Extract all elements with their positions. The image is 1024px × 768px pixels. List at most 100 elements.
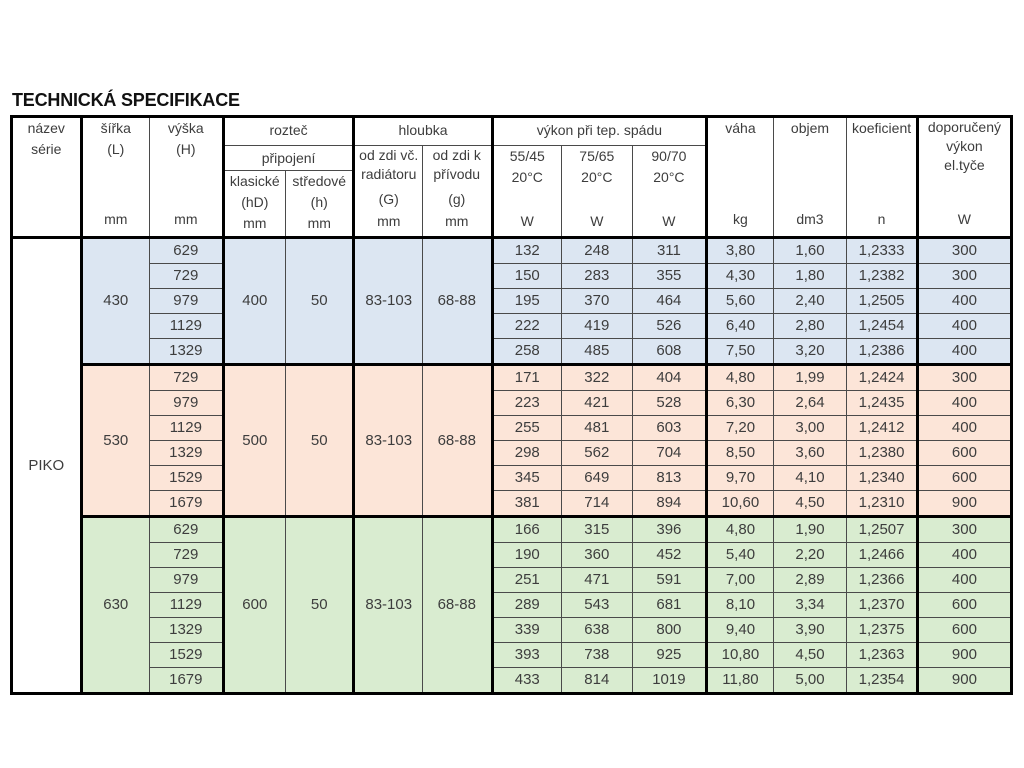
cell-vyska: 1129 <box>149 313 225 339</box>
header-unit: W <box>590 213 604 229</box>
cell-koeficient: 1,2507 <box>846 515 919 543</box>
table-row: 979 223 421 528 6,30 2,64 1,2435 400 <box>12 390 1013 416</box>
cell-vykon-7565: 485 <box>561 338 633 365</box>
table-row: 630 629 600 50 83-103 68-88 166 315 396 4,80 1,90 1… <box>12 515 1013 694</box>
cell-koeficient: 1,2380 <box>846 440 919 466</box>
col-header-hloubka-od-privodu: od zdi k přívodu (g) mm <box>421 145 494 238</box>
cell-vyska: 729 <box>149 263 225 289</box>
cell-hloubka-od-radiatoru: 83-103 <box>353 236 423 365</box>
cell-vykon-9070: 452 <box>631 542 709 568</box>
cell-vykon-9070: 608 <box>631 338 709 365</box>
cell-vykon-9070: 925 <box>631 642 709 668</box>
cell-vaha: 9,70 <box>706 465 774 491</box>
header-label: doporučený <box>927 119 1001 135</box>
cell-doporuceny-vykon: 400 <box>916 567 1013 593</box>
cell-vykon-7565: 814 <box>561 667 633 694</box>
cell-vykon-7565: 315 <box>561 515 633 543</box>
cell-vaha: 6,40 <box>706 313 774 339</box>
table-row: 1679 381 714 894 10,60 4,50 1,2310 900 <box>12 490 1013 517</box>
header-unit: W <box>662 213 676 229</box>
cell-vykon-7565: 360 <box>561 542 633 568</box>
cell-vyska: 979 <box>149 390 225 416</box>
header-unit: mm <box>307 215 331 231</box>
cell-objem: 2,40 <box>772 288 848 314</box>
cell-koeficient: 1,2466 <box>846 542 919 568</box>
col-header-objem: objem dm3 <box>772 116 848 238</box>
cell-vykon-5545: 222 <box>491 313 563 339</box>
cell-vyska: 1679 <box>149 490 225 517</box>
header-label: od zdi vč. <box>359 147 419 163</box>
col-header-hloubka-od-radiatoru: od zdi vč. radiátoru (G) mm <box>353 145 423 238</box>
cell-doporuceny-vykon: 600 <box>916 617 1013 643</box>
cell-objem: 2,64 <box>772 390 848 416</box>
cell-sirka: 530 <box>80 363 151 517</box>
header-label: šířka <box>100 120 131 136</box>
header-label: objem <box>790 120 830 136</box>
cell-vykon-7565: 248 <box>561 236 633 264</box>
table-row: 1129 289 543 681 8,10 3,34 1,2370 600 <box>12 592 1013 618</box>
cell-vykon-9070: 528 <box>631 390 709 416</box>
header-label: 20°C <box>653 169 685 185</box>
header-label: (hD) <box>241 194 269 210</box>
cell-koeficient: 1,2310 <box>846 490 919 517</box>
cell-vykon-5545: 258 <box>491 338 563 365</box>
header-unit: mm <box>377 213 401 229</box>
header-label: el.tyče <box>944 157 985 173</box>
cell-roztec-klasicke: 600 <box>222 515 286 694</box>
col-header-vykon-9070: 90/70 20°C W <box>631 145 709 238</box>
header-label: od zdi k <box>432 147 481 163</box>
col-header-roztec-stredove: středové (h) mm <box>284 170 356 238</box>
cell-koeficient: 1,2435 <box>846 390 919 416</box>
cell-vykon-9070: 404 <box>631 363 709 391</box>
cell-koeficient: 1,2424 <box>846 363 919 391</box>
cell-vyska: 729 <box>149 542 225 568</box>
header-unit: kg <box>733 211 748 227</box>
cell-koeficient: 1,2340 <box>846 465 919 491</box>
cell-vykon-9070: 311 <box>631 236 709 264</box>
cell-vykon-9070: 526 <box>631 313 709 339</box>
cell-vykon-9070: 603 <box>631 415 709 441</box>
cell-vykon-5545: 255 <box>491 415 563 441</box>
cell-doporuceny-vykon: 400 <box>916 415 1013 441</box>
header-unit: n <box>877 211 886 227</box>
cell-roztec-stredove: 50 <box>284 363 356 517</box>
cell-objem: 3,90 <box>772 617 848 643</box>
cell-vykon-7565: 543 <box>561 592 633 618</box>
header-unit: dm3 <box>796 211 824 227</box>
cell-vykon-9070: 396 <box>631 515 709 543</box>
cell-koeficient: 1,2505 <box>846 288 919 314</box>
cell-vykon-5545: 171 <box>491 363 563 391</box>
cell-vykon-5545: 251 <box>491 567 563 593</box>
cell-hloubka-od-privodu: 68-88 <box>421 236 494 365</box>
table-row: PIKO 430 629 400 50 83-103 68-88 132 248 311 3,80 1… <box>11 236 1013 694</box>
cell-vykon-9070: 355 <box>631 263 709 289</box>
cell-vaha: 7,00 <box>706 567 774 593</box>
spec-table: název série šířka (L) mm výška (H) m <box>10 115 1013 695</box>
header-label: (g) <box>448 191 466 207</box>
header-label: radiátoru <box>361 166 417 182</box>
cell-vaha: 4,80 <box>706 515 774 543</box>
cell-vaha: 5,40 <box>706 542 774 568</box>
cell-doporuceny-vykon: 300 <box>916 236 1013 264</box>
cell-objem: 1,90 <box>772 515 848 543</box>
cell-objem: 4,50 <box>772 490 848 517</box>
cell-hloubka-od-radiatoru: 83-103 <box>353 515 423 694</box>
cell-doporuceny-vykon: 400 <box>916 390 1013 416</box>
series-name-cell: PIKO <box>11 236 83 694</box>
cell-vaha: 9,40 <box>706 617 774 643</box>
header-label: 90/70 <box>651 148 687 164</box>
cell-sirka: 430 <box>80 236 151 365</box>
cell-vykon-5545: 381 <box>491 490 563 517</box>
cell-hloubka-od-privodu: 68-88 <box>421 363 494 517</box>
cell-doporuceny-vykon: 900 <box>916 642 1013 668</box>
cell-vykon-5545: 132 <box>491 236 563 264</box>
cell-vykon-5545: 345 <box>491 465 563 491</box>
header-label: koeficient <box>851 120 912 136</box>
table-row: 1329 258 485 608 7,50 3,20 1,2386 400 <box>12 338 1013 365</box>
cell-hloubka-od-privodu: 68-88 <box>421 515 494 694</box>
cell-vykon-5545: 190 <box>491 542 563 568</box>
table-row: 1329 298 562 704 8,50 3,60 1,2380 600 <box>12 440 1013 466</box>
cell-koeficient: 1,2382 <box>846 263 919 289</box>
cell-vykon-5545: 433 <box>491 667 563 694</box>
